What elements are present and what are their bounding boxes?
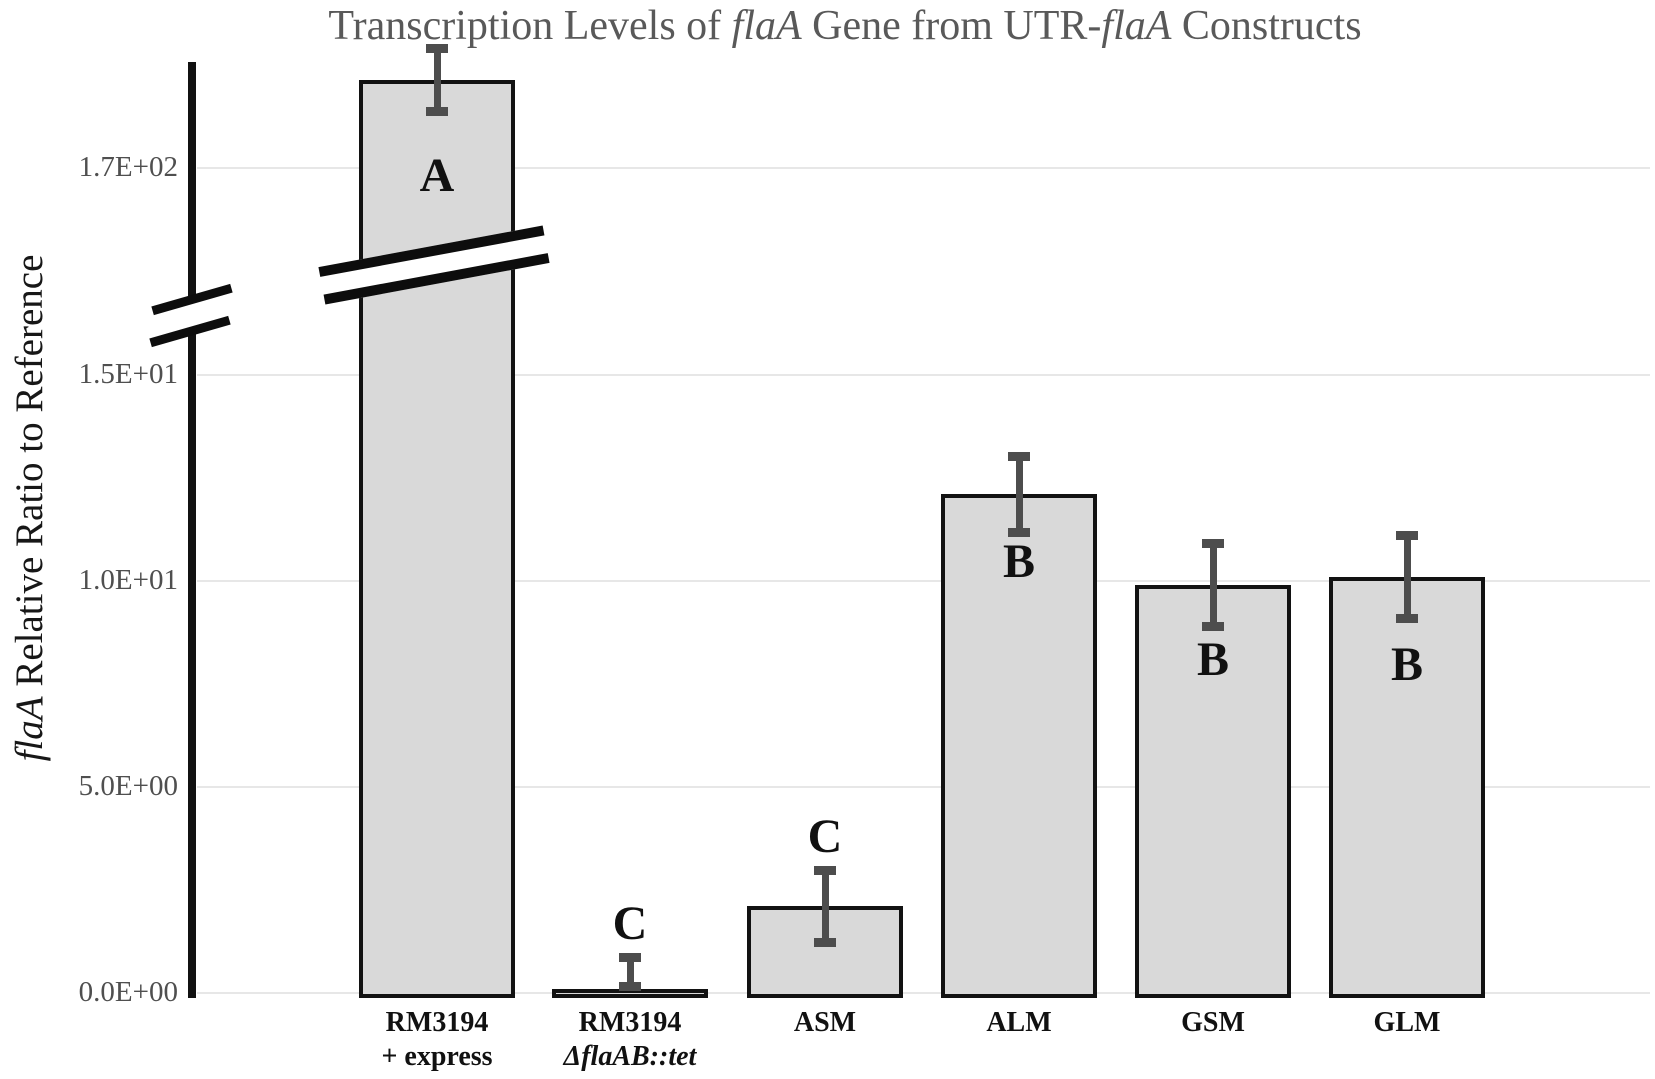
bar-gsm bbox=[1135, 585, 1291, 998]
x-category-label-line: ΔflaAB::tet bbox=[563, 1041, 697, 1072]
y-tick-label: 1.7E+02 bbox=[78, 151, 178, 183]
error-bar-bottom-cap bbox=[1008, 527, 1030, 537]
significance-letter: A bbox=[419, 149, 455, 202]
y-tick-label: 0.0E+00 bbox=[78, 976, 178, 1008]
error-bar bbox=[821, 867, 829, 946]
chart-title: Transcription Levels of flaA Gene from U… bbox=[140, 2, 1550, 50]
bar-rm3194-express bbox=[359, 80, 515, 998]
y-axis-line bbox=[188, 62, 196, 998]
y-tick-label: 1.5E+01 bbox=[78, 358, 178, 390]
title-italic-segment: flaA bbox=[731, 3, 802, 49]
error-bar-bottom-cap bbox=[1396, 614, 1418, 624]
x-category-label-line: ASM bbox=[793, 1007, 857, 1038]
error-bar bbox=[1209, 539, 1217, 631]
significance-letter: B bbox=[1002, 535, 1036, 589]
error-bar bbox=[1015, 453, 1023, 536]
title-segment: Relative Ratio to Reference bbox=[8, 254, 51, 697]
significance-letter: C bbox=[807, 810, 843, 864]
title-segment: Gene from UTR- bbox=[801, 3, 1102, 49]
gridline bbox=[197, 374, 1650, 376]
error-bar-top-cap bbox=[1008, 452, 1030, 462]
significance-letter: B bbox=[1196, 633, 1230, 687]
error-bar bbox=[433, 44, 441, 116]
x-category-label-line: ALM bbox=[986, 1007, 1052, 1038]
significance-letter: B bbox=[1390, 637, 1424, 691]
title-segment: Transcription Levels of bbox=[328, 3, 732, 49]
error-bar-top-cap bbox=[814, 866, 836, 876]
x-category-label: GLM bbox=[1374, 1006, 1441, 1040]
significance-letter: C bbox=[612, 896, 648, 950]
x-category-label-line: RM3194 bbox=[385, 1007, 489, 1038]
title-italic-segment: flaA bbox=[1101, 3, 1172, 49]
error-bar-bottom-cap bbox=[426, 107, 448, 117]
bar-glm bbox=[1329, 576, 1485, 998]
error-bar-top-cap bbox=[619, 952, 641, 962]
y-tick-label: 1.0E+01 bbox=[78, 564, 178, 596]
x-category-label: RM3194 + express bbox=[381, 1006, 492, 1074]
error-bar-top-cap bbox=[426, 43, 448, 53]
error-bar-bottom-cap bbox=[619, 982, 641, 991]
x-category-label: GSM bbox=[1181, 1006, 1245, 1040]
x-category-label: ALM bbox=[986, 1006, 1051, 1040]
x-category-label: ASM bbox=[794, 1006, 856, 1040]
error-bar bbox=[1403, 531, 1411, 623]
x-category-label: RM3194 ΔflaAB::tet bbox=[564, 1006, 697, 1074]
gridline bbox=[197, 786, 1650, 788]
x-category-label-line: + express bbox=[381, 1041, 493, 1072]
x-category-label-line: RM3194 bbox=[578, 1007, 682, 1038]
error-bar-bottom-cap bbox=[1202, 622, 1224, 632]
y-tick-label: 5.0E+00 bbox=[78, 770, 178, 802]
gridline bbox=[197, 580, 1650, 582]
error-bar-bottom-cap bbox=[814, 937, 836, 947]
bar-alm bbox=[941, 494, 1097, 998]
gridline bbox=[197, 167, 1650, 169]
x-category-label-line: GSM bbox=[1181, 1007, 1245, 1038]
y-axis-title: flaA Relative Ratio to Reference bbox=[7, 158, 59, 858]
error-bar bbox=[626, 953, 634, 990]
error-bar-top-cap bbox=[1396, 530, 1418, 540]
error-bar-top-cap bbox=[1202, 538, 1224, 548]
title-segment: Constructs bbox=[1171, 3, 1362, 49]
gridline bbox=[197, 992, 1650, 994]
x-category-label-line: GLM bbox=[1373, 1007, 1441, 1038]
title-italic-segment: flaA bbox=[8, 696, 51, 762]
